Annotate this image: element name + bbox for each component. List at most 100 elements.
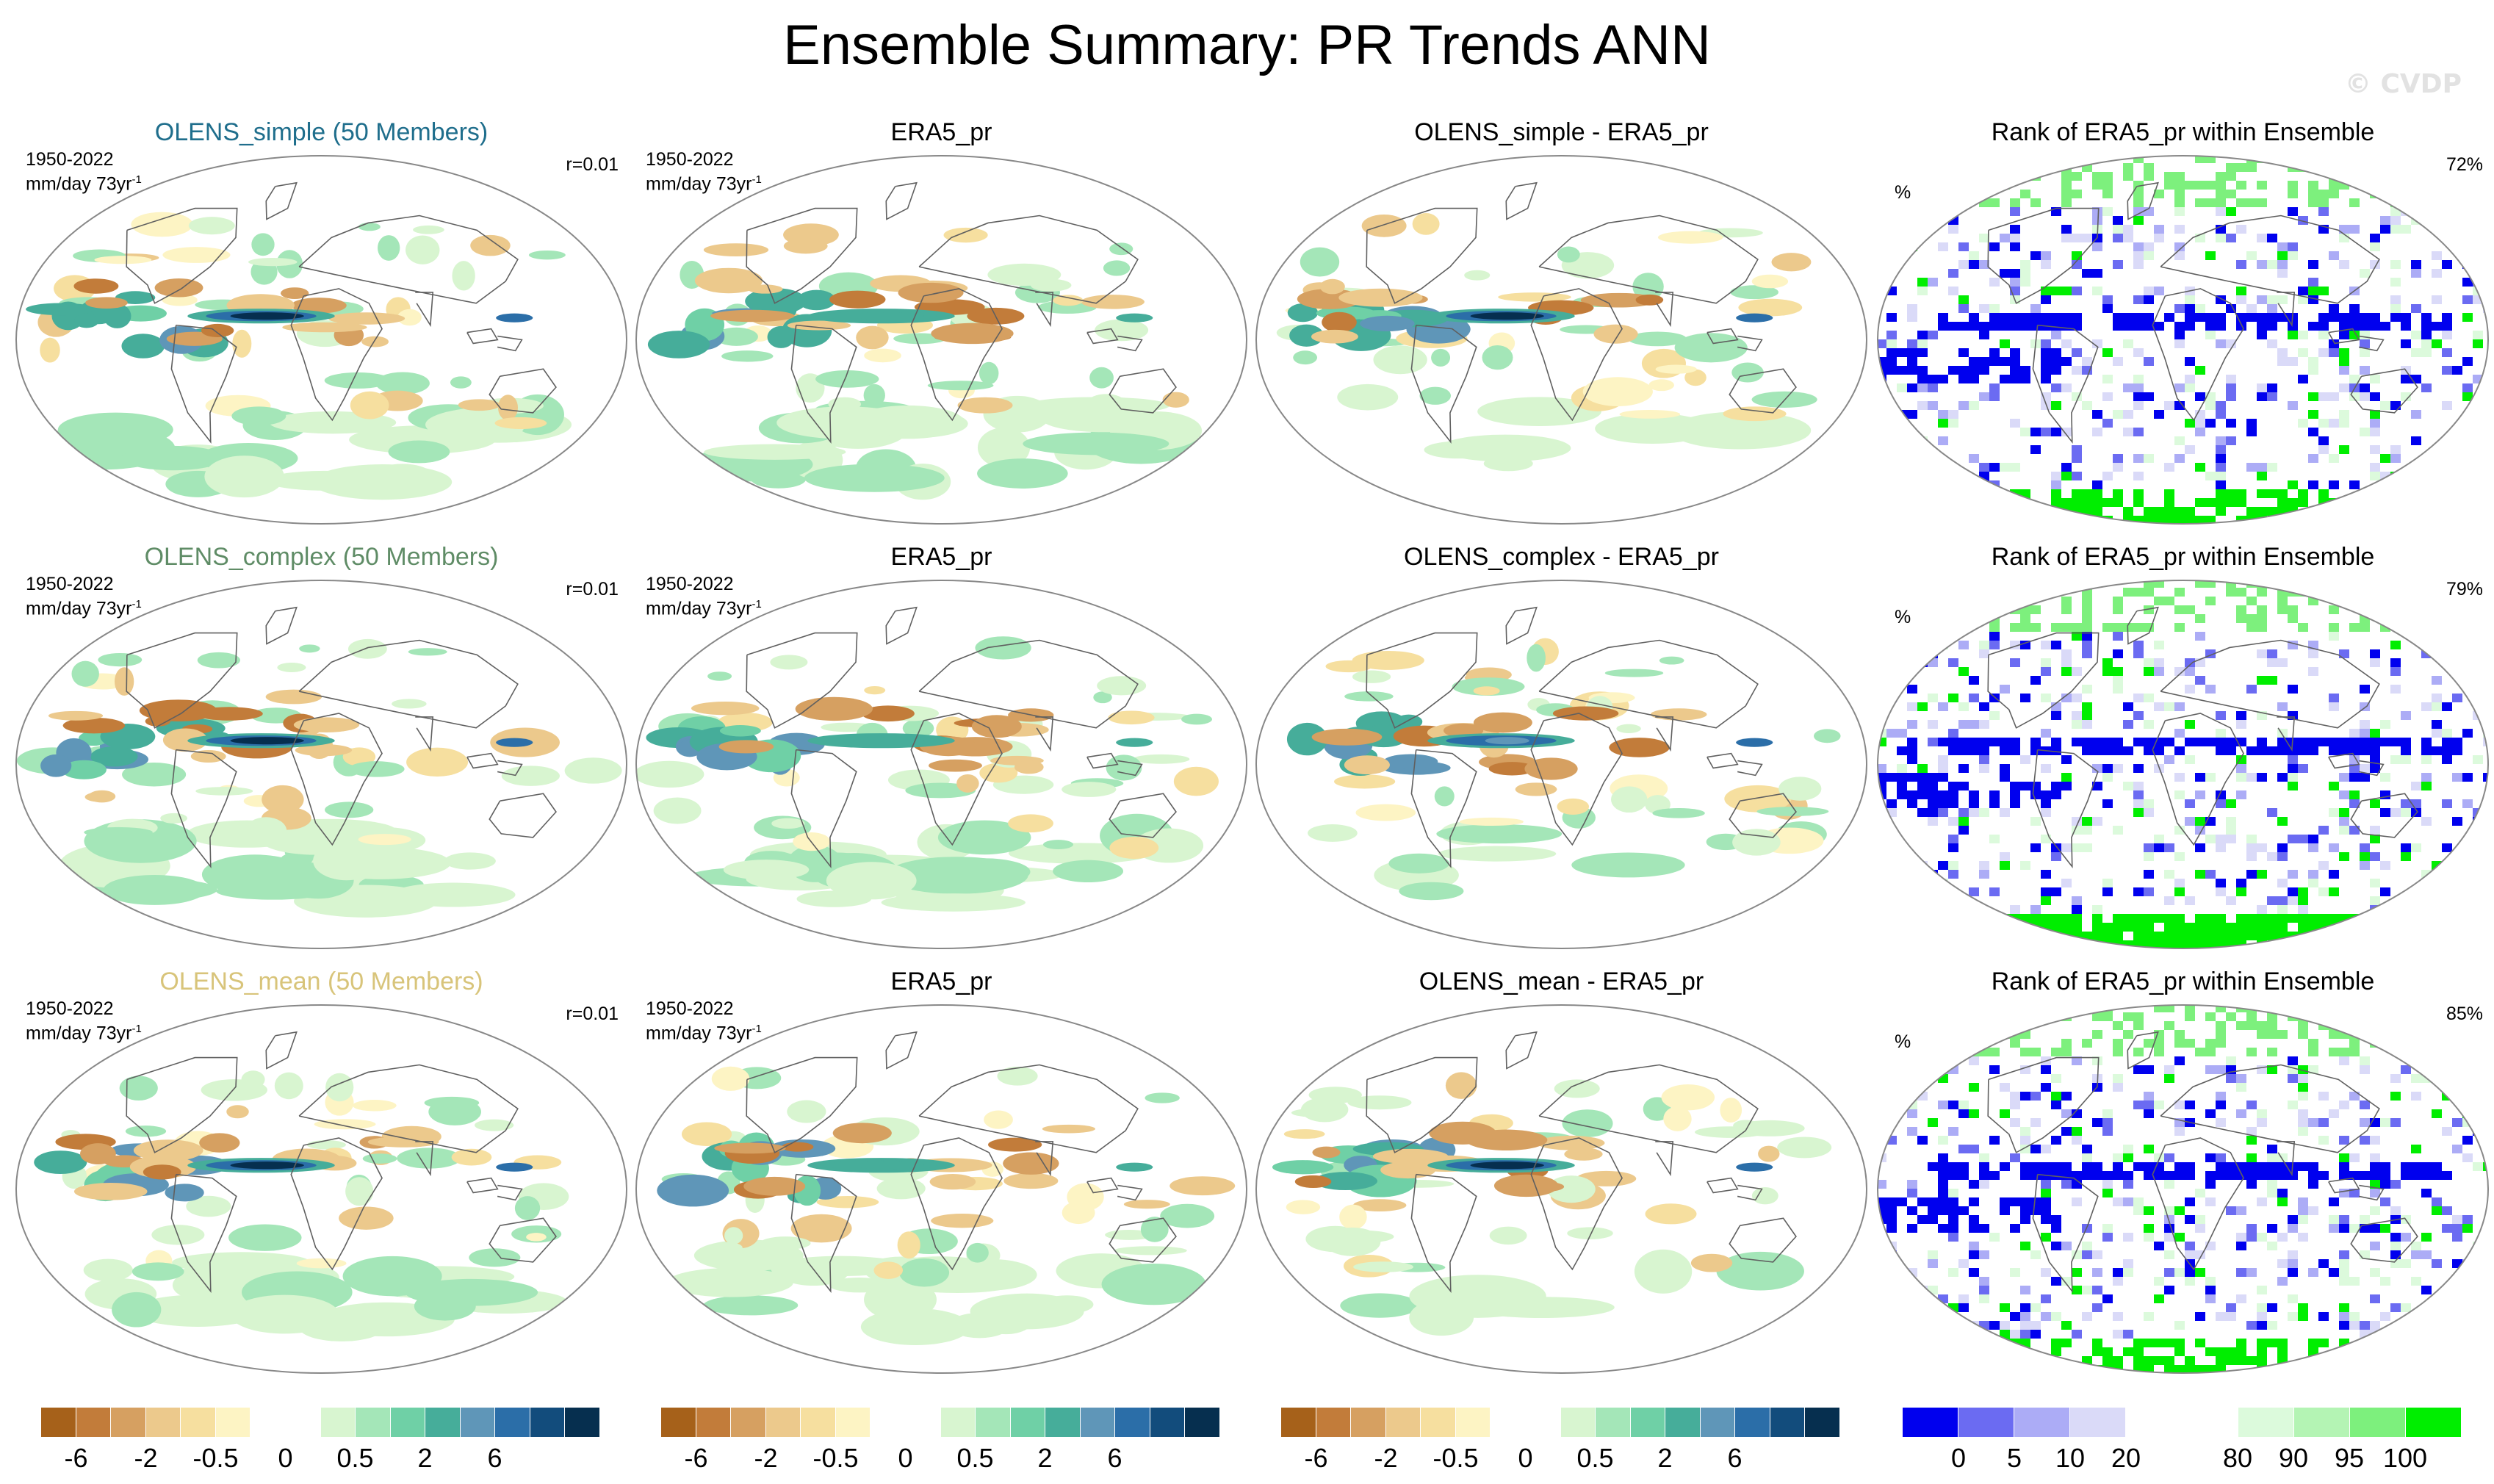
- rank-cell: [2442, 480, 2452, 489]
- rank-cell: [2144, 1206, 2154, 1215]
- rank-cell: [2133, 623, 2144, 632]
- rank-cell: [2329, 1215, 2339, 1224]
- coastline: [1117, 335, 1143, 352]
- colorbar-tick-label: 2: [417, 1443, 433, 1473]
- rank-cell: [2390, 923, 2401, 932]
- trend-contour: [295, 743, 353, 757]
- rank-cell: [2349, 580, 2360, 588]
- rank-cell: [2246, 580, 2257, 588]
- rank-cell: [2360, 428, 2370, 436]
- colorbar-swatch: [1455, 1408, 1491, 1437]
- rank-cell: [2174, 1171, 2185, 1180]
- rank-cell: [2308, 1206, 2318, 1215]
- trend-contour: [362, 1153, 397, 1164]
- rank-cell: [2164, 597, 2174, 605]
- rank-cell: [2349, 764, 2360, 773]
- rank-cell: [2082, 641, 2092, 649]
- rank-cell: [1989, 1048, 2000, 1056]
- trend-contour: [1652, 807, 1705, 818]
- rank-cell: [2473, 1065, 2483, 1074]
- rank-cell: [2246, 156, 2257, 163]
- rank-cell: [2452, 1215, 2462, 1224]
- rank-cell: [1938, 605, 1948, 614]
- trend-contour: [971, 715, 1022, 738]
- rank-cell: [2308, 667, 2318, 676]
- rank-cell: [2205, 401, 2216, 410]
- rank-cell: [2370, 746, 2380, 755]
- rank-cell: [2349, 623, 2360, 632]
- rank-cell: [2473, 1356, 2483, 1365]
- units-text: mm/day 73yr: [26, 598, 132, 619]
- trend-contour: [133, 1139, 203, 1161]
- rank-cell: [2102, 1224, 2113, 1233]
- rank-cell: [2113, 1356, 2123, 1365]
- rank-cell: [2339, 790, 2349, 799]
- rank-cell: [1958, 242, 1969, 251]
- colorbar-tick-label: -0.5: [812, 1443, 859, 1473]
- rank-cell: [2432, 1109, 2442, 1118]
- coastline: [1117, 760, 1143, 777]
- rank-cell: [1878, 738, 1886, 746]
- rank-cell: [2061, 949, 2072, 950]
- rank-cell: [2195, 428, 2205, 436]
- rank-cell: [2000, 1365, 2010, 1373]
- rank-cell: [2154, 1153, 2164, 1162]
- rank-cell: [2370, 234, 2380, 242]
- rank-cell: [2102, 392, 2113, 401]
- rank-cell: [1958, 1259, 1969, 1268]
- rank-cell: [2061, 322, 2072, 331]
- rank-cell: [2010, 198, 2020, 207]
- trend-contour: [1087, 394, 1125, 411]
- rank-cell: [2216, 313, 2226, 322]
- rank-cell: [1886, 1339, 1897, 1347]
- rank-cell: [2401, 799, 2411, 808]
- rank-cell: [1886, 366, 1897, 375]
- rank-cell: [2051, 383, 2061, 392]
- trend-contour: [1340, 1293, 1419, 1318]
- rank-cell: [1948, 269, 1958, 278]
- rank-cell: [2421, 1189, 2432, 1197]
- colorbar-swatch: [1150, 1408, 1186, 1437]
- rank-cell: [2030, 1330, 2041, 1339]
- rank-cell: [2246, 852, 2257, 861]
- rank-cell: [2267, 1224, 2277, 1233]
- rank-cell: [2390, 1180, 2401, 1189]
- rank-cell: [2483, 1277, 2488, 1286]
- rank-cell: [1958, 1101, 1969, 1109]
- rank-cell: [2133, 694, 2144, 702]
- rank-cell: [2000, 1021, 2010, 1030]
- trend-contour: [943, 227, 988, 243]
- colorbar-swatch: [2238, 1408, 2294, 1437]
- rank-cell: [2041, 401, 2051, 410]
- rank-cell: [1938, 436, 1948, 445]
- rank-cell: [2442, 949, 2452, 950]
- rank-cell: [2462, 313, 2473, 322]
- rank-cell: [2133, 198, 2144, 207]
- panel-title: OLENS_complex - ERA5_pr: [1404, 543, 1719, 571]
- rank-cell: [2318, 190, 2329, 198]
- rank-cell: [1948, 507, 1958, 516]
- coastline: [885, 181, 918, 220]
- rank-cell: [1948, 923, 1958, 932]
- rank-unit: %: [1895, 182, 1911, 203]
- trend-contour: [1352, 650, 1424, 670]
- rank-cell: [2318, 949, 2329, 950]
- rank-cell: [1958, 1321, 1969, 1330]
- trend-contour: [162, 247, 231, 263]
- rank-cell: [2020, 260, 2030, 269]
- rank-cell: [2041, 295, 2051, 304]
- rank-cell: [2390, 1092, 2401, 1101]
- rank-cell: [1897, 764, 1907, 773]
- rank-cell: [2288, 1259, 2298, 1268]
- rank-cell: [2267, 914, 2277, 923]
- rank-cell: [2329, 348, 2339, 357]
- rank-cell: [2123, 1012, 2133, 1021]
- trend-contour: [293, 717, 360, 732]
- rank-cell: [1886, 1206, 1897, 1215]
- rank-cell: [2246, 835, 2257, 843]
- rank-cell: [2267, 923, 2277, 932]
- rank-cell: [2144, 454, 2154, 463]
- rank-cell: [2421, 163, 2432, 172]
- rank-cell: [1989, 313, 2000, 322]
- rank-cell: [2195, 463, 2205, 472]
